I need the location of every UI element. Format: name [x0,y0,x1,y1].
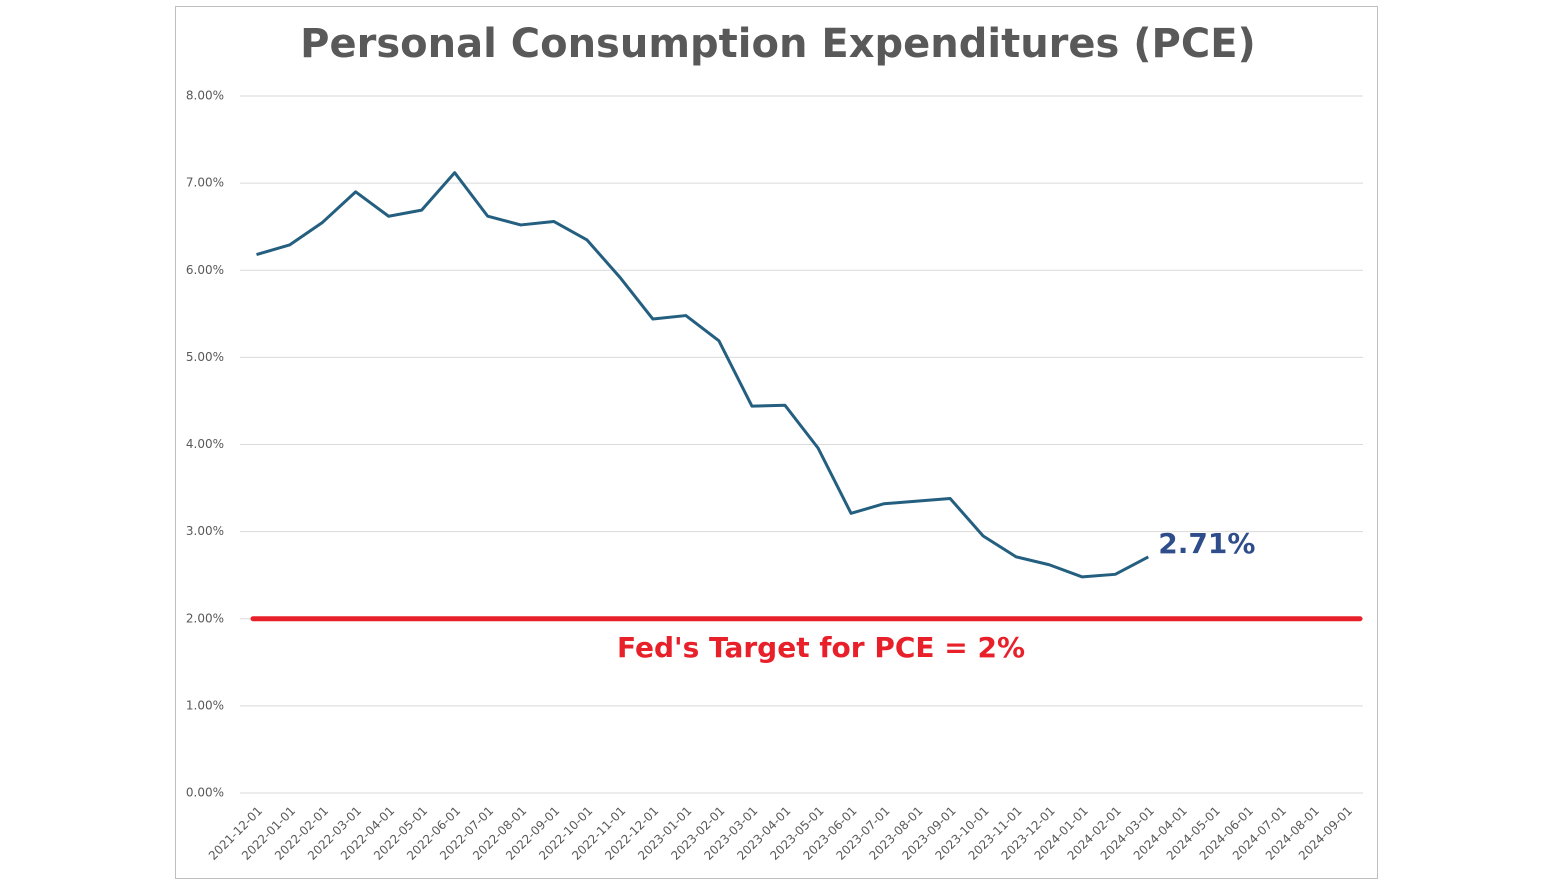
series-line [256,171,1150,579]
y-tick-label: 6.00% [186,263,224,277]
y-tick-label: 1.00% [186,698,224,712]
chart-title: Personal Consumption Expenditures (PCE) [300,21,1256,67]
y-tick-label: 5.00% [186,350,224,364]
chart-frame [175,6,1378,879]
value-label: 2.71% [1158,527,1255,560]
y-tick-label: 4.00% [186,437,224,451]
y-tick-label: 3.00% [186,524,224,538]
y-tick-label: 7.00% [186,176,224,190]
target-label: Fed's Target for PCE = 2% [617,631,1025,664]
y-tick-label: 0.00% [186,786,224,800]
y-tick-label: 8.00% [186,89,224,103]
y-tick-label: 2.00% [186,611,224,625]
